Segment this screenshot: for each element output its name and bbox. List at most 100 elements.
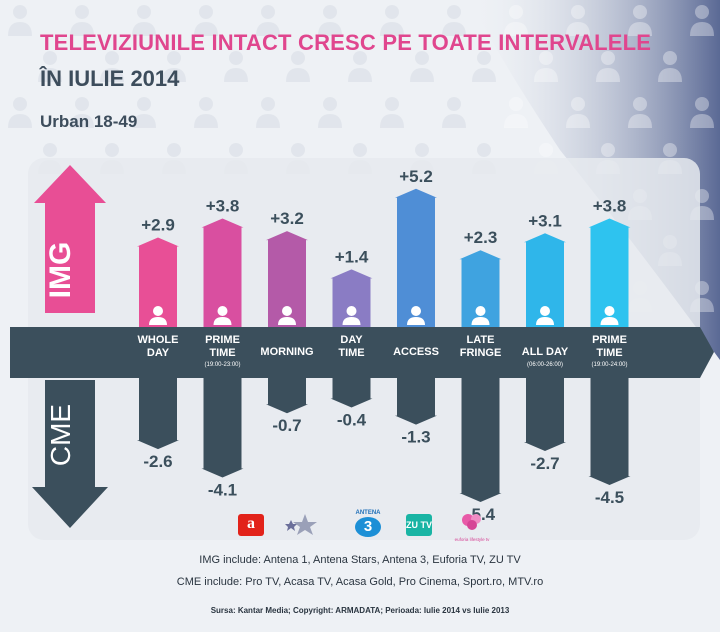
- category-label-line2: DAY: [147, 347, 170, 359]
- bg-person-icon: [194, 97, 218, 128]
- category-label: MORNING: [260, 346, 313, 358]
- img-bar: [459, 250, 502, 327]
- bg-person-icon: [348, 51, 372, 82]
- chart-title: TELEVIZIUNILE INTACT CRESC PE TOATE INTE…: [40, 30, 652, 55]
- category-label: DAY: [340, 334, 363, 346]
- antena-stars-logo: [282, 510, 328, 540]
- img-value-label: +3.1: [528, 211, 562, 230]
- cme-bar: [524, 378, 566, 452]
- bg-person-icon: [132, 97, 156, 128]
- bg-person-icon: [442, 5, 466, 36]
- cme-value-label: -0.7: [272, 416, 301, 435]
- bg-person-icon: [162, 51, 186, 82]
- source-note: Sursa: Kantar Media; Copyright: ARMADATA…: [210, 606, 510, 615]
- bg-person-icon: [380, 5, 404, 36]
- person-icon: [278, 306, 296, 325]
- bg-person-icon: [566, 97, 590, 128]
- cme-value-label: -0.4: [337, 411, 367, 430]
- cme-bar: [330, 378, 373, 408]
- bg-person-icon: [256, 97, 280, 128]
- bg-person-icon: [70, 5, 94, 36]
- antena1-logo: a: [238, 510, 268, 540]
- bg-person-icon: [256, 5, 280, 36]
- chart-subtitle: Urban 18-49: [40, 112, 138, 131]
- category-label-line2: FRINGE: [460, 347, 502, 359]
- person-icon: [536, 306, 554, 325]
- bg-person-icon: [132, 5, 156, 36]
- bg-person-icon: [504, 5, 528, 36]
- chart-title-line2: ÎN IULIE 2014: [40, 66, 180, 91]
- cme-value-label: -4.1: [208, 480, 237, 499]
- category-note: (19:00-24:00): [591, 362, 627, 368]
- img-bar: [201, 218, 244, 327]
- category-note: (19:00-23:00): [204, 362, 240, 368]
- cme-big-arrow: [32, 380, 108, 528]
- bg-person-icon: [628, 97, 652, 128]
- bg-person-icon: [442, 97, 466, 128]
- person-icon: [342, 306, 361, 325]
- img-bar: [395, 188, 437, 327]
- zutv-logo: ZU TV: [406, 510, 436, 540]
- img-value-label: +3.8: [593, 196, 627, 215]
- category-label-line2: TIME: [209, 347, 235, 359]
- category-label: PRIME: [592, 334, 627, 346]
- antena3-logo: ANTENA 3: [355, 510, 381, 537]
- person-icon: [213, 306, 232, 325]
- cme-include-note: CME include: Pro TV, Acasa TV, Acasa Gol…: [176, 576, 544, 588]
- img-value-label: +1.4: [335, 247, 369, 266]
- cme-value-label: -2.6: [143, 452, 172, 471]
- cme-value-label: -4.5: [595, 488, 624, 507]
- category-label-line2: TIME: [338, 347, 364, 359]
- bg-person-icon: [70, 97, 94, 128]
- img-value-label: +2.3: [464, 228, 498, 247]
- img-bar: [330, 269, 373, 327]
- img-bar: [137, 237, 179, 327]
- cme-value-label: -2.7: [530, 454, 559, 473]
- bg-person-icon: [100, 51, 124, 82]
- bg-person-icon: [224, 51, 248, 82]
- img-bar: [588, 218, 631, 327]
- person-icon: [471, 306, 490, 325]
- bg-person-icon: [690, 97, 714, 128]
- bg-person-icon: [534, 51, 558, 82]
- cme-bar: [588, 378, 631, 486]
- cme-group-label: CME: [45, 404, 76, 466]
- cme-bar: [201, 378, 244, 478]
- img-value-label: +3.2: [270, 209, 304, 228]
- bg-person-icon: [8, 97, 32, 128]
- bg-person-icon: [504, 97, 528, 128]
- bg-person-icon: [318, 97, 342, 128]
- bg-person-icon: [380, 97, 404, 128]
- category-label: WHOLE: [138, 334, 179, 346]
- img-include-note: IMG include: Antena 1, Antena Stars, Ant…: [199, 554, 521, 566]
- category-label-line2: TIME: [596, 347, 622, 359]
- cme-bar: [459, 378, 502, 503]
- category-label: LATE: [467, 334, 495, 346]
- person-icon: [600, 306, 619, 325]
- bg-person-icon: [690, 5, 714, 36]
- bg-person-icon: [628, 5, 652, 36]
- person-icon: [149, 306, 167, 325]
- cme-bar: [395, 378, 437, 425]
- cme-value-label: -1.3: [401, 428, 430, 447]
- bg-person-icon: [38, 51, 62, 82]
- img-big-arrow: [34, 165, 106, 313]
- bg-person-icon: [194, 5, 218, 36]
- category-note: (06:00-26:00): [527, 362, 563, 368]
- img-bar: [266, 231, 308, 327]
- bg-person-icon: [410, 51, 434, 82]
- bg-person-icon: [566, 5, 590, 36]
- bg-person-icon: [286, 51, 310, 82]
- img-group-label: IMG: [44, 242, 77, 299]
- img-bar: [524, 233, 566, 327]
- category-label: PRIME: [205, 334, 240, 346]
- bg-person-icon: [318, 5, 342, 36]
- category-label: ALL DAY: [522, 346, 569, 358]
- img-value-label: +5.2: [399, 167, 433, 186]
- cme-bar: [137, 378, 179, 450]
- img-value-label: +2.9: [141, 216, 175, 235]
- euforia-logo: euforia lifestyle tv: [452, 510, 492, 542]
- chart: IMG CME +2.9-2.6WHOLEDAY+3.8-4.1PRIMETIM…: [10, 158, 714, 540]
- cme-bar: [266, 378, 308, 414]
- bg-person-icon: [472, 51, 496, 82]
